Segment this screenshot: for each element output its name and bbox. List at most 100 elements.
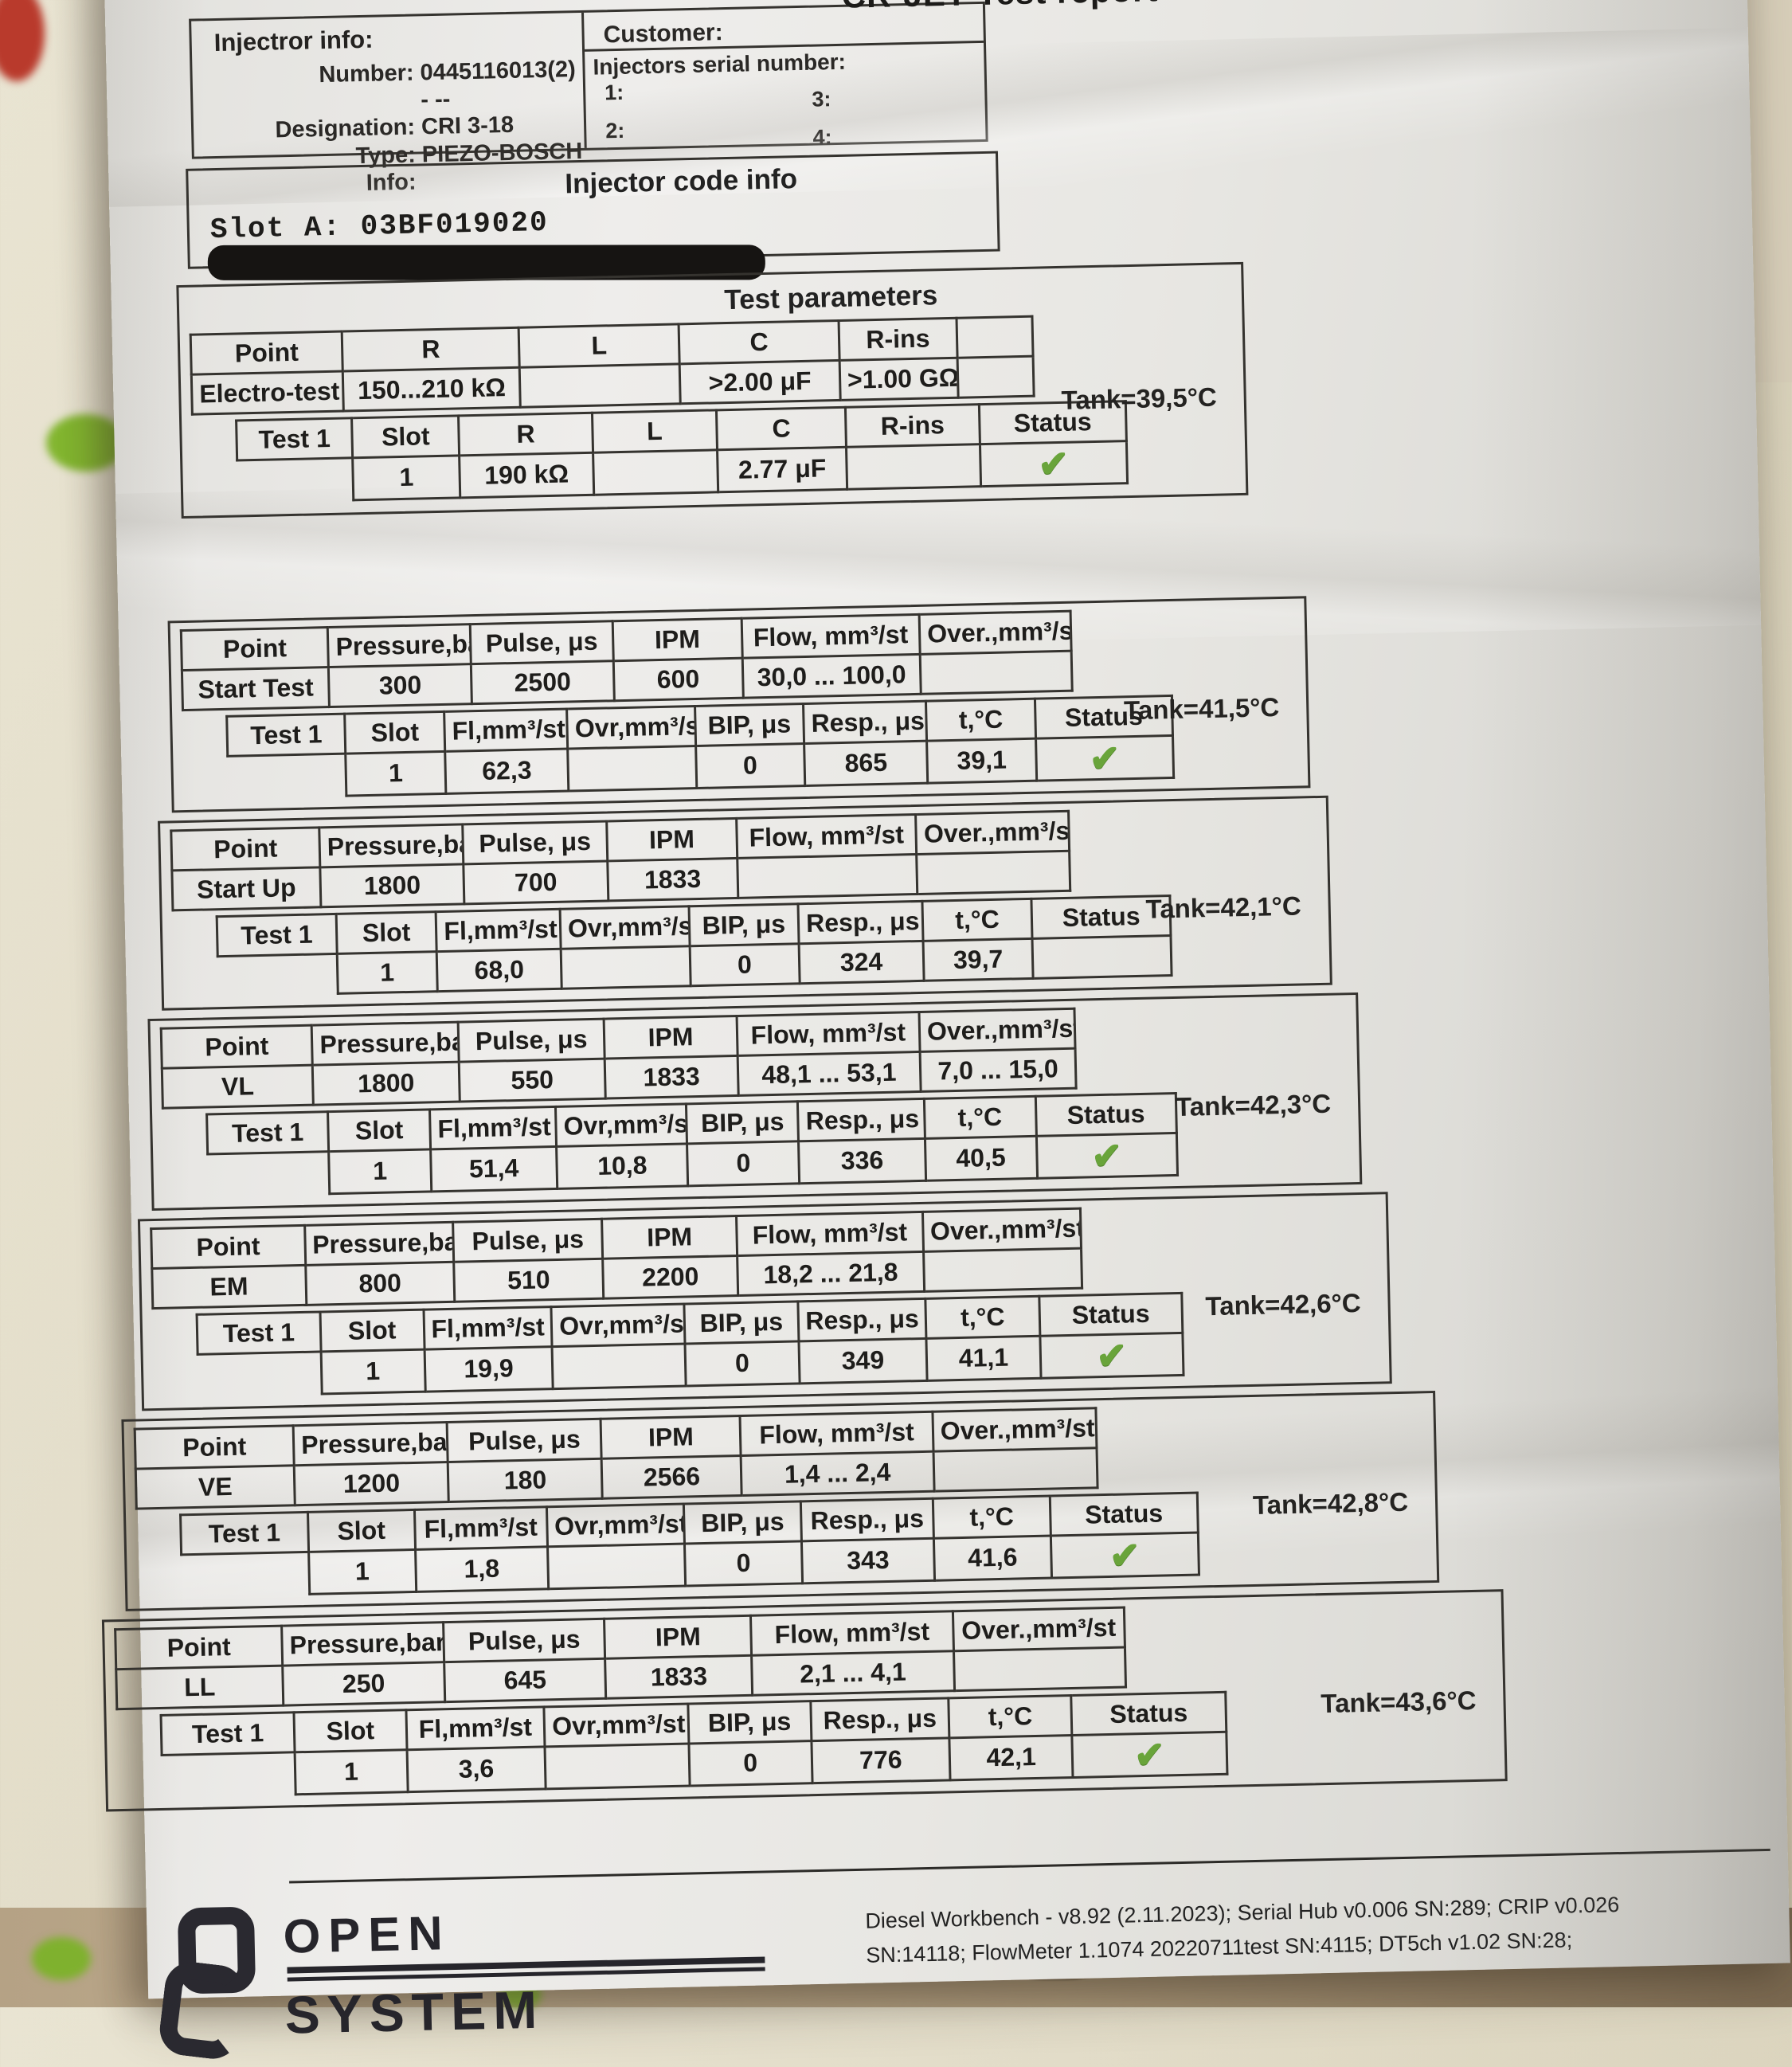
empty-cell bbox=[162, 1752, 295, 1798]
r-value-cell: 190 kΩ bbox=[459, 452, 594, 498]
point-header: Point bbox=[170, 827, 320, 871]
empty-cell bbox=[182, 1552, 310, 1596]
temp-header: t,°C bbox=[933, 1496, 1051, 1539]
l-limit-cell bbox=[519, 363, 681, 408]
pressure-header: Pressure,bar bbox=[293, 1422, 448, 1466]
resp-value-cell: 343 bbox=[801, 1538, 935, 1584]
temp-header: t,°C bbox=[949, 1695, 1072, 1738]
flow-range-cell: 2,1 ... 4,1 bbox=[751, 1650, 955, 1696]
point-table: Point Pressure,bar Pulse, μs IPM Flow, m… bbox=[160, 1008, 1078, 1110]
flow-range-cell: 1,4 ... 2,4 bbox=[741, 1451, 934, 1496]
customer-serials-pane: Customer: Injectors serial number: 1: 3:… bbox=[581, 3, 986, 149]
point-header: Point bbox=[135, 1425, 295, 1470]
over-range-cell bbox=[920, 651, 1073, 695]
bip-header: BIP, μs bbox=[683, 1501, 802, 1544]
slot-header: Slot bbox=[319, 1309, 425, 1352]
slot-value-cell: 1 bbox=[320, 1349, 425, 1394]
tank-temperature: Tank=42,6°C bbox=[1205, 1288, 1361, 1321]
point-header: Point bbox=[190, 331, 343, 375]
injector-code-box: Injector code info Slot A: 03BF019020 bbox=[186, 151, 1000, 280]
ovr-value-cell bbox=[552, 1343, 687, 1389]
temp-header: t,°C bbox=[923, 1096, 1036, 1139]
number-label: Number: bbox=[319, 60, 414, 88]
point-name-cell: VL bbox=[162, 1065, 314, 1109]
flow-range-cell: 48,1 ... 53,1 bbox=[737, 1051, 921, 1096]
over-range-cell bbox=[933, 1447, 1098, 1492]
temp-value-cell: 39,1 bbox=[926, 738, 1037, 784]
flow-header: Flow, mm³/st bbox=[736, 1212, 924, 1256]
resp-value-cell: 324 bbox=[799, 941, 924, 984]
ipm-value-cell: 2200 bbox=[602, 1255, 738, 1299]
temp-value-cell: 41,6 bbox=[933, 1536, 1052, 1581]
resp-value-cell: 336 bbox=[798, 1138, 926, 1184]
point-table: Point Pressure,bar Pulse, μs IPM Flow, m… bbox=[134, 1407, 1099, 1509]
resp-value-cell: 349 bbox=[798, 1338, 928, 1384]
pressure-header: Pressure,bar bbox=[327, 624, 471, 667]
status-value-cell bbox=[1032, 935, 1172, 979]
red-paint-mark bbox=[0, 0, 45, 81]
ovr-value-cell bbox=[561, 945, 691, 989]
pressure-value-cell: 250 bbox=[282, 1662, 445, 1706]
pressure-value-cell: 1200 bbox=[294, 1462, 449, 1505]
ovr-value-cell bbox=[545, 1744, 690, 1789]
point-table: Point Pressure,bar Pulse, μs IPM Flow, m… bbox=[170, 810, 1071, 912]
point-header: Point bbox=[151, 1225, 306, 1269]
ovr-value-cell bbox=[567, 746, 697, 792]
fl-header: Fl,mm³/st bbox=[405, 1706, 546, 1750]
designation-label: Designation: bbox=[275, 114, 416, 143]
electro-result-table: Test 1 Slot R L C R-ins Status 1 190 kΩ … bbox=[235, 400, 1129, 503]
pulse-header: Pulse, μs bbox=[462, 820, 608, 864]
injector-info-label: Injectror info: bbox=[213, 25, 374, 57]
flow-range-cell: 30,0 ... 100,0 bbox=[741, 654, 921, 699]
test1-label-cell: Test 1 bbox=[206, 1111, 329, 1155]
pulse-value-cell: 700 bbox=[464, 860, 608, 904]
serial-2: 2: bbox=[605, 118, 625, 143]
fl-header: Fl,mm³/st bbox=[414, 1506, 548, 1550]
pulse-header: Pulse, μs bbox=[457, 1019, 605, 1063]
result-table: Test 1 Slot Fl,mm³/st Ovr,mm³/st BIP, μs… bbox=[205, 1092, 1179, 1198]
pulse-value-cell: 645 bbox=[444, 1658, 607, 1702]
test1-label-cell: Test 1 bbox=[226, 714, 346, 757]
point-name-cell: Electro-test bbox=[191, 371, 344, 415]
fl-value-cell: 3,6 bbox=[406, 1746, 546, 1792]
pulse-header: Pulse, μs bbox=[470, 620, 614, 664]
status-value-cell: ✔ bbox=[1071, 1732, 1227, 1778]
bip-header: BIP, μs bbox=[687, 1701, 812, 1744]
temp-value-cell: 41,1 bbox=[926, 1336, 1041, 1381]
resp-header: Resp., μs bbox=[800, 1498, 934, 1541]
bip-value-cell: 0 bbox=[688, 1740, 812, 1786]
flow-header: Flow, mm³/st bbox=[736, 814, 918, 859]
point-header: Point bbox=[115, 1626, 283, 1670]
test-report-paper: CR-JET Test report Injectror info: Numbe… bbox=[101, 0, 1790, 2062]
slot-value-cell: 1 bbox=[336, 951, 438, 994]
point-section-vl: Point Pressure,bar Pulse, μs IPM Flow, m… bbox=[147, 992, 1363, 1212]
status-value-cell: ✔ bbox=[1035, 735, 1174, 781]
temp-header: t,°C bbox=[925, 1296, 1040, 1339]
slot-header: Slot bbox=[327, 1109, 431, 1152]
point-name-cell: Start Test bbox=[182, 667, 330, 711]
status-value-cell: ✔ bbox=[1035, 1133, 1178, 1179]
rins-limit-cell: >1.00 GΩ bbox=[839, 358, 959, 401]
tank-temperature: Tank=42,8°C bbox=[1252, 1487, 1409, 1521]
pressure-value-cell: 300 bbox=[328, 664, 472, 707]
fl-header: Fl,mm³/st bbox=[436, 909, 561, 952]
status-header: Status bbox=[1050, 1493, 1199, 1537]
over-header: Over.,mm³/st bbox=[915, 811, 1070, 855]
bip-value-cell: 0 bbox=[684, 1540, 803, 1587]
temp-value-cell: 40,5 bbox=[925, 1136, 1038, 1181]
point-section-start-test: Point Pressure,bar Pulse, μs IPM Flow, m… bbox=[167, 596, 1311, 813]
resp-value-cell: 776 bbox=[811, 1737, 951, 1783]
empty-cell bbox=[208, 1152, 330, 1196]
point-section-ll: Point Pressure,bar Pulse, μs IPM Flow, m… bbox=[101, 1589, 1508, 1812]
point-name-cell: VE bbox=[135, 1465, 295, 1509]
empty-cell bbox=[237, 458, 354, 503]
flow-header: Flow, mm³/st bbox=[741, 614, 921, 659]
ovr-value-cell bbox=[547, 1544, 686, 1589]
slot-value-cell: 1 bbox=[308, 1549, 417, 1595]
ovr-header: Ovr,mm³/st bbox=[544, 1704, 689, 1747]
check-icon: ✔ bbox=[1133, 1733, 1166, 1776]
point-name-cell: Start Up bbox=[171, 867, 321, 910]
software-version-info: Diesel Workbench - v8.92 (2.11.2023); Se… bbox=[865, 1874, 1671, 1973]
paint-splatter bbox=[32, 1937, 91, 1980]
ipm-header: IPM bbox=[606, 818, 738, 861]
